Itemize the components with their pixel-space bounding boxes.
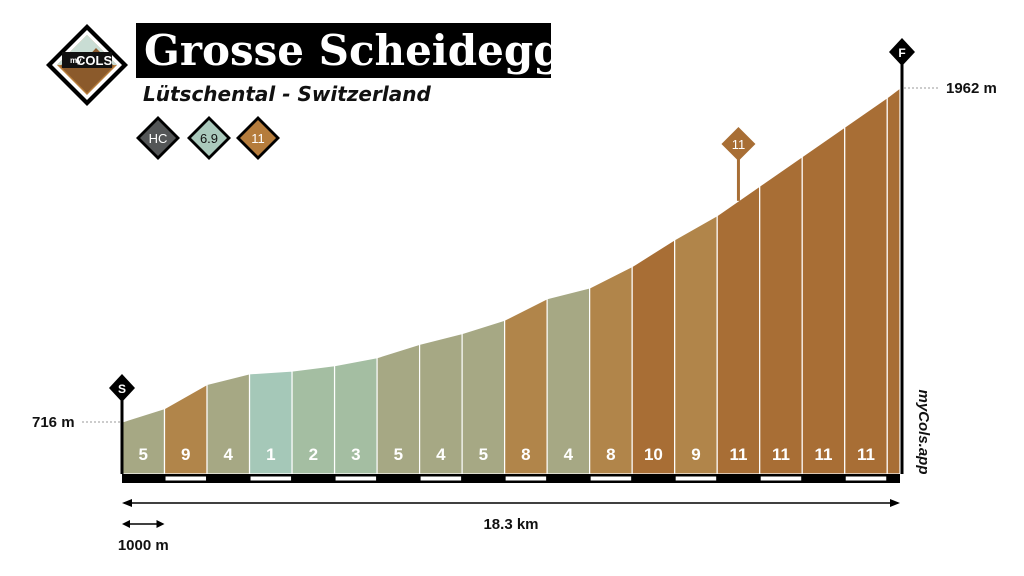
badge-label: HC [149,131,168,146]
profile-segment [759,155,803,475]
badge-2: 11 [236,116,280,160]
badge-label: 11 [251,131,265,146]
gradient-label: 10 [644,445,663,464]
badge-fill [240,120,276,156]
profile-segment [716,184,761,475]
distance-bar-tick [420,476,462,481]
badge-fill [191,120,227,156]
gradient-label: 11 [814,445,832,464]
profile-segment [631,238,676,475]
start-elevation-label: 716 m [32,414,75,431]
gradient-label: 11 [857,445,875,464]
distance-bar-tick [845,476,887,481]
badge-fill [140,120,176,156]
gradient-label: 3 [351,445,360,464]
distance-bar-tick [335,476,377,481]
badge-1: 6.9 [187,116,231,160]
badge-label: 6.9 [200,131,218,146]
max-gradient-marker [721,127,756,161]
distance-bar-tick [675,476,717,481]
badge-0: HC [136,116,180,160]
gradient-label: 5 [394,445,403,464]
gradient-label: 8 [606,445,615,464]
profile-segment [674,214,718,475]
scale-arrow-left-head [122,520,130,528]
total-distance-label: 18.3 km [483,516,538,533]
gradient-label: 4 [436,445,446,464]
gradient-label: 4 [224,445,234,464]
scale-label: 1000 m [118,537,169,554]
profile-segment [589,265,633,475]
gradient-label: 2 [309,445,318,464]
end-elevation-label: 1962 m [946,80,997,97]
profile-segment [844,96,888,475]
profile-segment [886,86,901,475]
distance-arrow-right-head [890,499,900,507]
gradient-label: 5 [479,445,488,464]
gradient-label: 9 [181,445,190,464]
gradient-label: 5 [139,445,148,464]
distance-bar-tick [165,476,207,481]
gradient-label: 8 [521,445,530,464]
start-marker [109,374,135,402]
scale-arrow-right-head [156,520,165,528]
difficulty-badges: HC 6.9 11 [136,116,280,160]
gradient-label: 4 [564,445,574,464]
gradient-label: 1 [266,445,275,464]
gradient-label: 9 [691,445,700,464]
profile-area: 5 9 4 1 2 3 5 4 5 8 4 8 10 9 11 11 11 11 S F 716 m 1962 m 11 18… [32,38,997,554]
distance-bar-tick [590,476,632,481]
finish-marker-label: F [898,46,905,60]
finish-marker [889,38,915,66]
page-title: Grosse Scheidegg [136,23,551,78]
watermark: myCols.app [915,389,932,474]
profile-segment [801,125,846,475]
start-marker-label: S [118,382,126,396]
distance-bar-tick [250,476,292,481]
logo-text-my: my [70,56,82,65]
logo-text-cols: COLS [76,53,112,68]
mycols-logo: my COLS [46,24,128,106]
distance-arrow-left-head [122,499,132,507]
gradient-label: 11 [772,445,790,464]
distance-bar-tick [505,476,547,481]
page-subtitle: Lütschental - Switzerland [143,82,431,106]
max-gradient-label: 11 [732,137,746,152]
profile-segment [121,407,166,475]
gradient-label: 11 [729,445,747,464]
distance-bar-tick [760,476,802,481]
